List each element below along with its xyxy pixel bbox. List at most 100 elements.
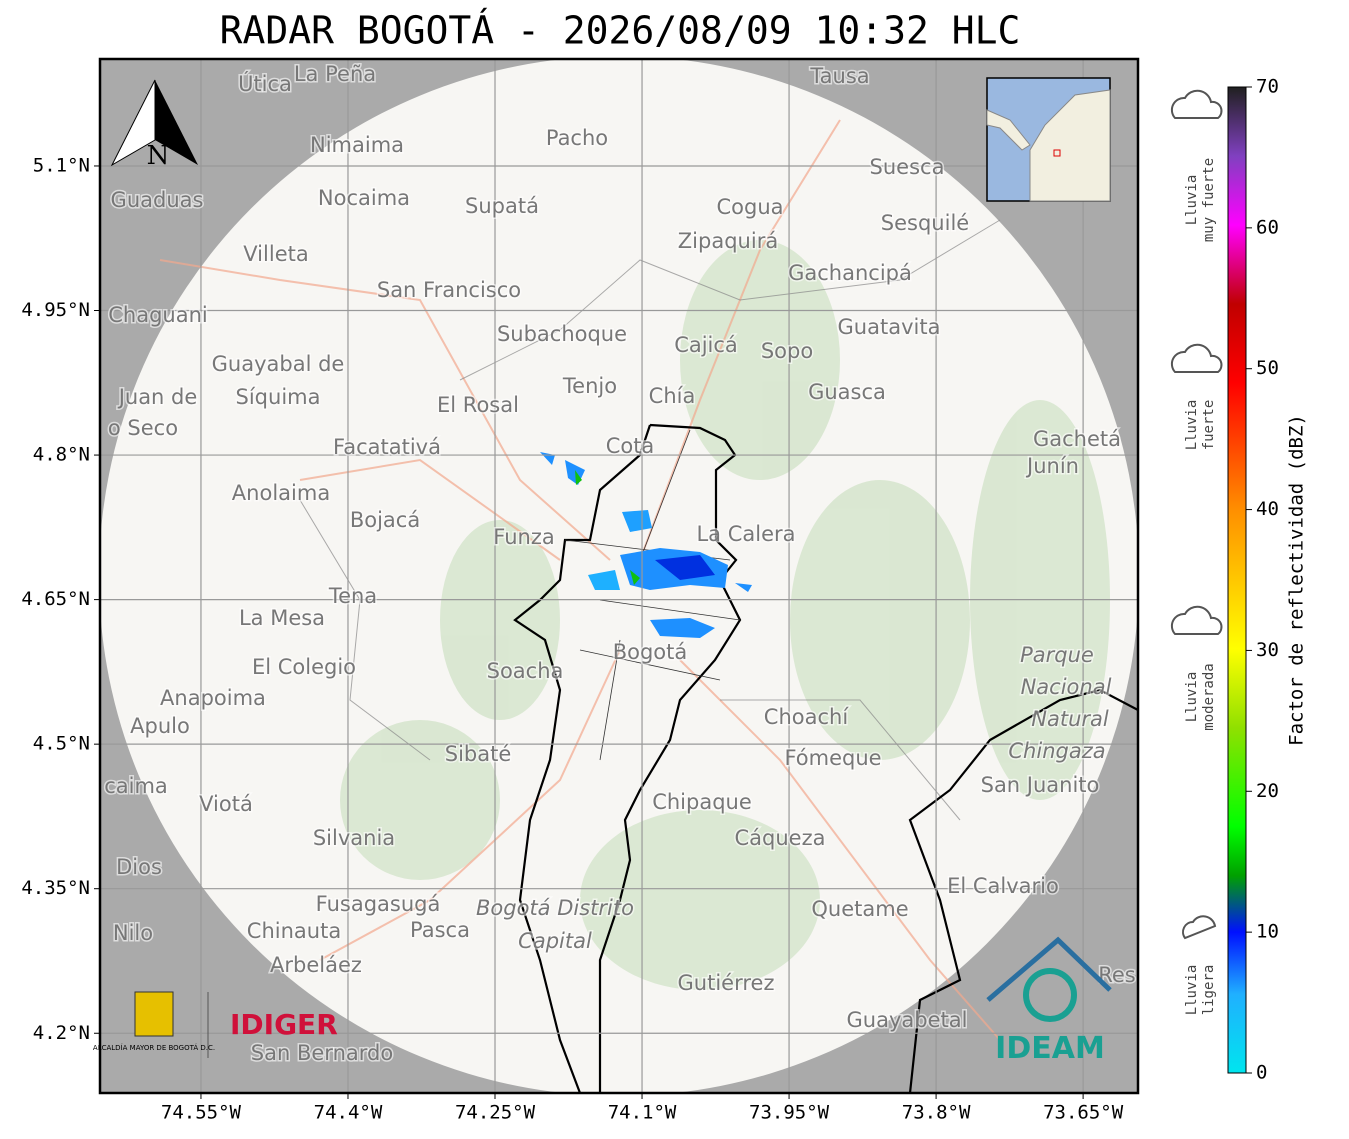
place-label: Anapoima: [160, 686, 266, 710]
place-label: Fusagasugá: [316, 892, 441, 916]
place-label: Soacha: [487, 659, 564, 683]
colorbar-tick-label: 60: [1256, 216, 1279, 238]
place-label: Funza: [493, 525, 554, 549]
rain-label: fuerte: [1201, 400, 1217, 451]
colorbar-label: Factor de reflectividad (dBZ): [1286, 414, 1308, 746]
x-tick-label: 73.65°W: [1043, 1102, 1124, 1124]
place-label: San Juanito: [981, 773, 1100, 797]
place-label: Cajicá: [674, 333, 738, 357]
place-label: Zipaquirá: [678, 229, 778, 253]
place-label: Chipaque: [652, 790, 752, 814]
logo-ideam: IDEAM: [995, 1031, 1105, 1066]
x-tick-label: 73.8°W: [902, 1102, 971, 1124]
rain-label: moderada: [1201, 663, 1217, 730]
place-label: Tenjo: [562, 374, 617, 398]
place-label: Chinauta: [247, 919, 341, 943]
colorbar-ticks: 0 10 20 30 40 50 60 70: [1246, 76, 1279, 1084]
place-label: Bojacá: [350, 508, 420, 532]
y-tick-label: 4.2°N: [33, 1022, 90, 1044]
place-label: Suesca: [870, 155, 945, 179]
place-label: Gachetá: [1033, 427, 1121, 451]
place-label: San Francisco: [377, 278, 521, 302]
place-label: Silvania: [313, 826, 395, 850]
place-label: Sopo: [761, 339, 813, 363]
place-label: Chaguani: [108, 303, 208, 327]
place-label: San Bernardo: [251, 1041, 393, 1065]
place-label: Guaduas: [111, 188, 204, 212]
place-label: Nilo: [113, 921, 153, 945]
place-label: Bogotá: [613, 640, 688, 664]
place-label: Capital: [518, 929, 592, 953]
place-label: Sibaté: [445, 742, 512, 766]
place-label: Guatavita: [838, 315, 941, 339]
north-label: N: [147, 141, 170, 171]
place-label: Tena: [328, 584, 377, 608]
place-label: Síquima: [236, 385, 321, 409]
map-frame: [98, 57, 1140, 1095]
colorbar-tick-label: 20: [1256, 780, 1279, 802]
rain-label: muy fuerte: [1201, 158, 1217, 242]
place-label: Nocaima: [318, 186, 410, 210]
terrain: [340, 240, 1110, 990]
place-label: La Peña: [294, 62, 376, 86]
place-label: Junín: [1025, 454, 1079, 478]
place-label: La Mesa: [239, 606, 325, 630]
places: Útica La Peña Tausa Pacho Nimaima Guaduas Noca…: [103, 61, 1138, 1067]
x-tick-label: 74.25°W: [455, 1102, 536, 1124]
grid: [100, 59, 1138, 1093]
rain-label: Lluvia: [1184, 965, 1200, 1016]
place-label: La Calera: [696, 522, 795, 546]
colorbar-tick-label: 50: [1256, 357, 1279, 379]
place-label: Guasca: [808, 380, 886, 404]
place-label: Pacho: [546, 126, 608, 150]
district-border: [513, 423, 1138, 1093]
rain-label: Lluvia: [1184, 672, 1200, 723]
place-label: Supatá: [465, 194, 539, 218]
place-label: Pasca: [410, 918, 470, 942]
colorbar-tick-label: 70: [1256, 76, 1279, 98]
rain-label: Lluvia: [1184, 175, 1200, 226]
place-label: Facatativá: [333, 435, 441, 459]
place-label: Guayabetal: [847, 1008, 968, 1032]
colorbar-tick-label: 10: [1256, 921, 1279, 943]
colorbar: [1227, 86, 1247, 1074]
y-tick-label: 5.1°N: [33, 154, 90, 176]
place-label: Arbeláez: [270, 953, 362, 977]
place-label: Subachoque: [497, 322, 627, 346]
place-label: Natural: [1031, 707, 1109, 731]
place-label: Cogua: [716, 195, 783, 219]
rain-label: Lluvia: [1184, 400, 1200, 451]
y-tick-label: 4.95°N: [21, 299, 90, 321]
x-tick-label: 74.1°W: [608, 1102, 677, 1124]
place-label: Nimaima: [310, 133, 404, 157]
y-tick-label: 4.65°N: [21, 588, 90, 610]
place-label: Útica: [238, 71, 292, 96]
roads: [159, 119, 1001, 1041]
place-label: o Seco: [108, 416, 178, 440]
place-label: Anolaima: [232, 481, 330, 505]
place-label: caima: [104, 774, 168, 798]
north-arrow: N: [110, 79, 198, 171]
place-label: Tausa: [809, 64, 869, 88]
x-tick-label: 74.55°W: [161, 1102, 242, 1124]
place-label: Chía: [649, 384, 696, 408]
place-label: Quetame: [811, 897, 908, 921]
y-tick-label: 4.8°N: [33, 444, 90, 466]
colorbar-tick-label: 0: [1256, 1062, 1267, 1084]
place-label: Viotá: [199, 792, 253, 816]
boundaries: [299, 219, 1001, 821]
x-tick-label: 73.95°W: [749, 1102, 830, 1124]
place-label: Gutiérrez: [678, 971, 775, 995]
place-label: Sesquilé: [881, 211, 969, 235]
place-label: Chingaza: [1008, 739, 1105, 763]
place-label: Cáqueza: [735, 826, 826, 850]
localities: [564, 429, 741, 761]
place-label: El Colegio: [252, 655, 356, 679]
title: RADAR BOGOTÁ - 2026/08/09 10:32 HLC: [220, 9, 1021, 53]
logos: ALCALDÍA MAYOR DE BOGOTÁ D.C. IDIGER IDE…: [93, 936, 1112, 1066]
place-label: Parque: [1020, 643, 1094, 667]
place-label: El Rosal: [437, 393, 519, 417]
logo-idiger: IDIGER: [230, 1008, 338, 1041]
